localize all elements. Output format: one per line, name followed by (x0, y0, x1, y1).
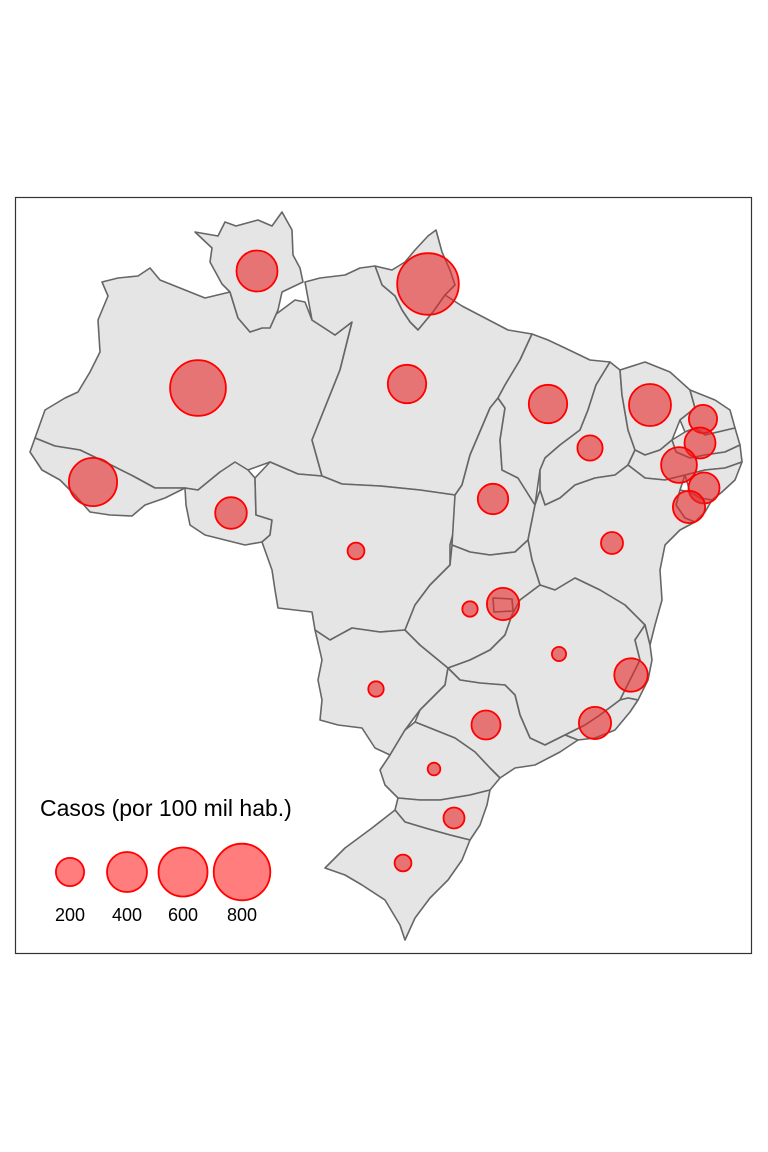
bubble-ac (68, 456, 119, 507)
bubble-go (461, 600, 479, 618)
legend-bubble-600 (157, 846, 209, 898)
bubbles-layer (68, 249, 721, 873)
legend-label-400: 400 (112, 905, 142, 925)
bubble-sc (442, 806, 466, 830)
bubble-pb (683, 426, 717, 460)
legend-bubble-200 (55, 857, 86, 888)
bubble-sp (470, 709, 502, 741)
legend-title: Casos (por 100 mil hab.) (40, 795, 292, 821)
bubble-ms (367, 680, 385, 698)
bubble-pi (576, 434, 604, 462)
bubble-es (613, 657, 649, 693)
bubble-mg (551, 646, 568, 663)
bubble-df (485, 587, 520, 622)
legend: Casos (por 100 mil hab.) 200 400 600 800 (40, 795, 292, 925)
legend-bubble-400 (106, 851, 148, 893)
legend-items: 200 400 600 800 (55, 842, 272, 925)
bubble-mt (346, 541, 366, 561)
bubble-rs (393, 853, 413, 873)
bubble-ro (214, 496, 248, 530)
legend-label-600: 600 (168, 905, 198, 925)
bubble-pe (660, 446, 698, 484)
bubble-pr (426, 761, 442, 777)
state-rs (324, 809, 471, 941)
legend-label-800: 800 (227, 905, 257, 925)
bubble-ma (527, 383, 569, 425)
bubble-se (672, 489, 707, 524)
bubble-to (476, 482, 510, 516)
bubble-rj (578, 706, 613, 741)
bubble-rr (235, 249, 279, 293)
bubble-pa (386, 363, 428, 405)
bubble-ap (396, 252, 460, 316)
bubble-ce (628, 383, 672, 427)
bubble-am (169, 359, 227, 417)
state-pr (379, 721, 501, 801)
legend-label-200: 200 (55, 905, 85, 925)
bubble-ba (600, 531, 624, 555)
legend-bubble-800 (212, 842, 272, 902)
